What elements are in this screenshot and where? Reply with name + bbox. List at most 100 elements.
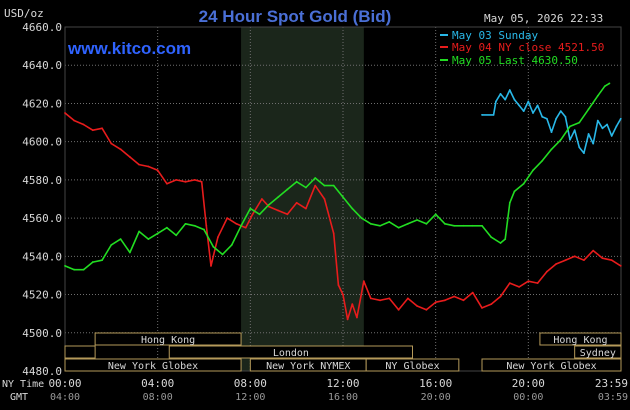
session-bar	[168, 345, 413, 359]
series-point	[606, 123, 608, 126]
series-point	[471, 291, 474, 294]
series-point	[462, 299, 465, 302]
series-point	[91, 261, 94, 263]
series-point	[369, 222, 372, 225]
series-point	[518, 104, 520, 107]
x-tick-label-ny: 20:00	[512, 377, 545, 390]
series-point	[203, 228, 205, 231]
session-bar	[94, 332, 242, 346]
series-point	[193, 178, 196, 181]
series-point	[101, 259, 103, 262]
series-point	[555, 263, 558, 265]
series-point	[490, 236, 493, 239]
legend-entry-may05: May 05 Last 4630.50	[452, 54, 578, 67]
series-point	[619, 264, 622, 267]
x-tick-label-gmt: 12:00	[235, 392, 265, 403]
series-point	[434, 213, 437, 216]
x-tick-label-gmt: 04:00	[50, 392, 80, 403]
series-point	[175, 234, 178, 237]
series-point	[555, 117, 558, 120]
series-point	[397, 308, 400, 311]
x-tick-label-gmt: 16:00	[328, 392, 358, 403]
series-point	[499, 92, 502, 95]
series-point	[532, 112, 534, 114]
series-point	[601, 257, 604, 260]
series-point	[82, 268, 85, 271]
series-point	[536, 104, 539, 107]
series-point	[249, 207, 252, 210]
series-point	[522, 110, 525, 112]
series-point	[508, 89, 511, 91]
x-tick-label-ny: 08:00	[234, 377, 267, 390]
gmt-label: GMT	[10, 392, 28, 403]
sessions-layer: Hong Kong Hong Kong London Sydney New York G…	[64, 332, 622, 372]
series-point	[101, 127, 103, 130]
session-bar	[539, 332, 622, 346]
series-point	[596, 119, 599, 122]
series-point	[564, 115, 567, 118]
series-point	[286, 213, 289, 216]
website-link[interactable]: www.kitco.com	[67, 39, 191, 58]
series-point	[615, 125, 618, 128]
series-point	[244, 226, 247, 229]
x-tick-label-ny: 16:00	[419, 377, 452, 390]
series-point	[481, 307, 483, 309]
series-point	[492, 114, 495, 116]
session-bar	[574, 345, 622, 359]
series-point	[351, 207, 354, 210]
series-point	[508, 201, 511, 204]
session-label: New York NYMEX	[266, 361, 350, 372]
series-point	[286, 188, 289, 191]
series-point	[277, 196, 280, 198]
series-point	[305, 186, 307, 189]
series-point	[277, 209, 280, 212]
series-point	[559, 110, 562, 112]
series-point	[119, 238, 122, 241]
series-point	[601, 127, 604, 130]
series-point	[569, 138, 571, 141]
session-bar	[64, 345, 96, 359]
timestamp: May 05, 2026 22:33	[484, 12, 603, 25]
series-point	[453, 295, 456, 298]
y-tick-labels: 4480.0 4500.0 4520.0 4540.0 4560.0 4580.0 4600…	[22, 21, 62, 378]
series-point	[536, 282, 539, 284]
unit-label: USD/oz	[4, 7, 44, 20]
series-line	[64, 112, 622, 321]
series-point	[128, 251, 131, 254]
series-point	[527, 280, 530, 283]
series-point	[217, 236, 219, 239]
session-bar	[365, 358, 460, 372]
series-point	[499, 242, 502, 244]
y-tick-label: 4600.0	[22, 136, 62, 149]
series-point	[156, 232, 159, 235]
series-point	[64, 264, 66, 267]
legend: May 03 Sunday May 04 NY close 4521.50 Ma…	[440, 29, 604, 67]
series-point	[610, 135, 613, 137]
series-point	[138, 230, 141, 233]
series-point	[221, 253, 224, 256]
x-tick-label-ny: 00:00	[48, 377, 81, 390]
series-point	[110, 243, 113, 246]
series-line	[482, 89, 622, 154]
series-point	[193, 224, 196, 227]
series-point	[578, 121, 581, 124]
x-tick-label-gmt: 03:59	[598, 392, 628, 403]
series-point	[200, 180, 203, 183]
series-point	[240, 224, 242, 227]
ny-time-label: NY Time	[2, 379, 44, 390]
y-tick-label: 4580.0	[22, 174, 62, 187]
series-point	[508, 282, 511, 284]
series-point	[147, 165, 150, 168]
series-point	[261, 198, 263, 200]
series-point	[587, 108, 590, 111]
x-tick-label-ny: 04:00	[141, 377, 174, 390]
y-tick-label: 4540.0	[22, 250, 62, 263]
series-point	[596, 94, 599, 97]
series-point	[351, 303, 354, 306]
series-point	[569, 125, 571, 128]
series-point	[205, 224, 208, 227]
series-point	[323, 184, 326, 187]
series-point	[267, 203, 270, 206]
series-point	[541, 159, 544, 162]
y-tick-label: 4560.0	[22, 212, 62, 225]
